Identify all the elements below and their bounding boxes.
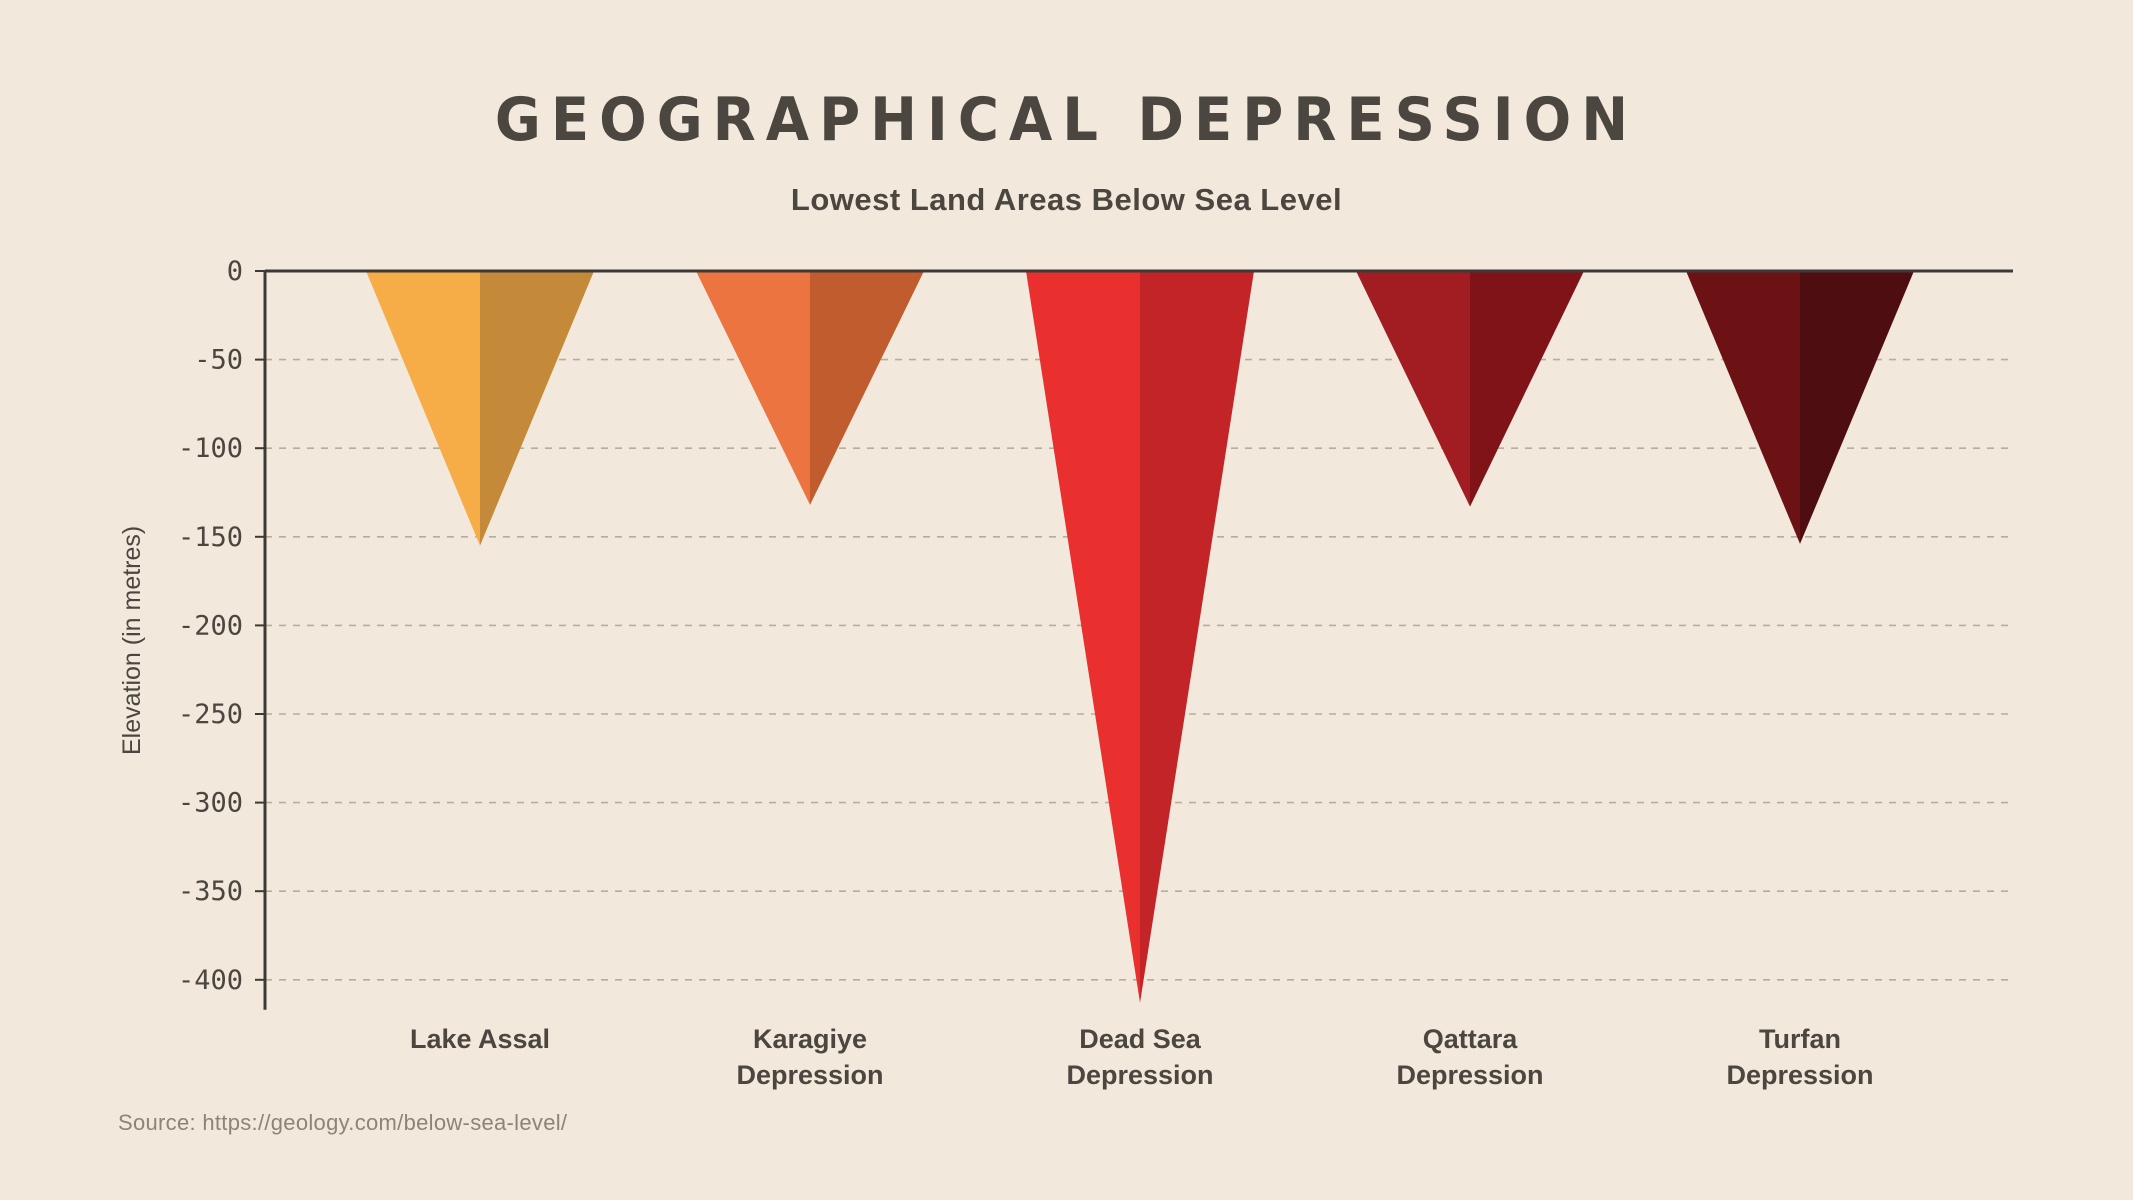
triangle-lake-assal-left (366, 271, 480, 546)
triangle-dead-sea-depression-left (1026, 271, 1140, 1003)
triangle-turfan-depression-left (1686, 271, 1800, 544)
y-axis-title: Elevation (in metres) (118, 526, 146, 755)
category-label-karagiye-depression: Depression (736, 1060, 883, 1090)
y-tick-label: -400 (178, 965, 243, 996)
category-label-dead-sea-depression: Depression (1066, 1060, 1213, 1090)
category-label-turfan-depression: Depression (1726, 1060, 1873, 1090)
category-label-turfan-depression: Turfan (1759, 1024, 1841, 1054)
chart-title: Geographical Depression (494, 86, 1639, 155)
triangle-qattara-depression-left (1356, 271, 1470, 507)
category-label-qattara-depression: Depression (1396, 1060, 1543, 1090)
y-tick-label: -300 (178, 788, 243, 819)
y-tick-label: 0 (227, 256, 243, 287)
source-note: Source: https://geology.com/below-sea-le… (118, 1110, 568, 1135)
category-label-qattara-depression: Qattara (1423, 1024, 1519, 1054)
y-tick-label: -250 (178, 699, 243, 730)
y-tick-label: -150 (178, 522, 243, 553)
category-label-dead-sea-depression: Dead Sea (1079, 1024, 1202, 1054)
y-tick-label: -50 (194, 345, 243, 376)
category-label-lake-assal: Lake Assal (410, 1024, 550, 1054)
y-tick-label: -200 (178, 610, 243, 641)
triangle-dead-sea-depression-right (1140, 271, 1254, 1003)
triangle-lake-assal-right (480, 271, 594, 546)
y-tick-label: -350 (178, 876, 243, 907)
triangle-turfan-depression-right (1800, 271, 1914, 544)
category-label-karagiye-depression: Karagiye (753, 1024, 867, 1054)
y-tick-label: -100 (178, 433, 243, 464)
triangle-karagiye-depression-left (696, 271, 810, 505)
triangle-karagiye-depression-right (810, 271, 924, 505)
triangle-qattara-depression-right (1470, 271, 1584, 507)
chart-subtitle: Lowest Land Areas Below Sea Level (790, 182, 1343, 217)
